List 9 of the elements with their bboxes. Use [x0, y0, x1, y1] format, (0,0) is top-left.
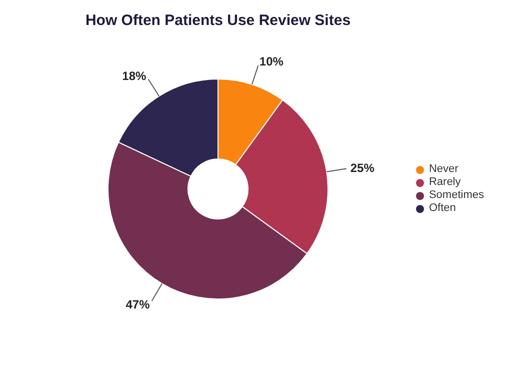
legend-label: Rarely — [428, 176, 461, 189]
data-label: 25% — [350, 161, 375, 176]
legend-label: Often — [428, 202, 456, 215]
data-label: 10% — [259, 54, 284, 69]
data-label: 47% — [126, 297, 150, 312]
legend-label: Sometimes — [428, 189, 484, 202]
legend-label: Never — [428, 163, 458, 176]
data-label: 18% — [122, 68, 147, 83]
chart-title: How Often Patients Use Review Sites — [84, 11, 352, 29]
